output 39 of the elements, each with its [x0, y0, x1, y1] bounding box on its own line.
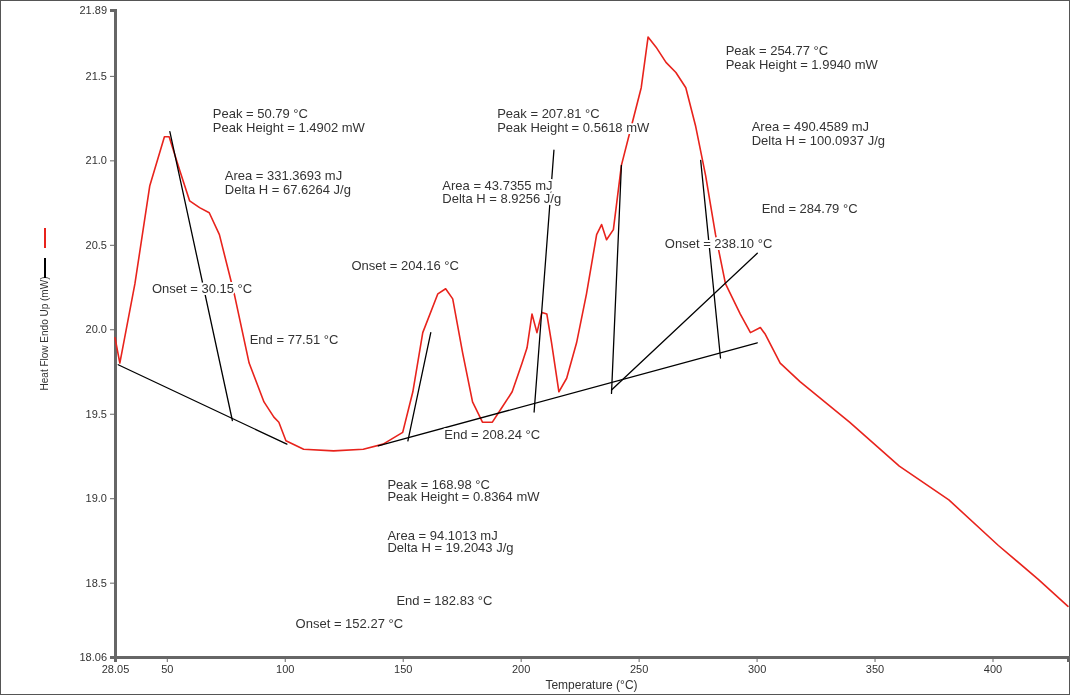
annotation: Area = 94.1013 mJ — [387, 527, 498, 543]
annotation: Onset = 204.16 °C — [351, 257, 459, 273]
annotation: End = 182.83 °C — [396, 593, 493, 609]
annotation: Delta H = 100.0937 J/g — [751, 133, 886, 148]
y-tick-label: 19.0 — [85, 492, 107, 505]
y-tick-label: 21.89 — [79, 4, 107, 17]
y-tick-label: 20.5 — [85, 238, 107, 251]
y-tick-label: 21.5 — [85, 69, 107, 82]
y-tick-label: 18.5 — [85, 576, 107, 589]
x-tick-label: 300 — [747, 662, 767, 675]
x-tick-label: 250 — [629, 662, 649, 675]
x-tick-label: 200 — [511, 662, 531, 675]
annotation: Peak Height = 1.4902 mW — [212, 120, 366, 136]
y-tick-label: 20.0 — [85, 323, 107, 336]
annotation: Onset = 152.27 °C — [295, 616, 404, 632]
y-axis-title: Heat Flow Endo Up (mW) — [39, 276, 50, 391]
annotation: Peak = 50.79 °C — [212, 106, 308, 122]
y-tick-label: 18.06 — [79, 651, 107, 664]
x-tick-label: 50 — [161, 662, 174, 675]
y-tick-label: 21.0 — [85, 154, 107, 167]
x-tick-label: 350 — [865, 662, 885, 675]
annotation: Area = 490.4589 mJ — [751, 119, 870, 135]
x-tick-label: 100 — [276, 662, 295, 675]
annotation: Peak = 207.81 °C — [497, 106, 600, 122]
x-tick-label: 28.05 — [101, 662, 130, 675]
annotation: End = 208.24 °C — [444, 426, 541, 442]
x-axis-title: Temperature (°C) — [545, 678, 638, 692]
annotation: Peak Height = 1.9940 mW — [725, 57, 879, 73]
annotation: Area = 331.3693 mJ — [224, 168, 343, 184]
y-tick-label: 19.5 — [85, 407, 107, 420]
annotation: Peak = 168.98 °C — [387, 476, 490, 492]
x-tick-label: 400 — [983, 662, 1003, 675]
annotation: Delta H = 19.2043 J/g — [387, 540, 514, 556]
annotation: End = 77.51 °C — [249, 332, 339, 348]
annotation: End = 284.79 °C — [761, 200, 858, 216]
annotation: Peak Height = 0.8364 mW — [387, 489, 541, 505]
annotation: Peak = 254.77 °C — [725, 42, 829, 58]
annotation: Delta H = 67.6264 J/g — [224, 182, 351, 198]
x-tick-label: 150 — [394, 662, 413, 675]
